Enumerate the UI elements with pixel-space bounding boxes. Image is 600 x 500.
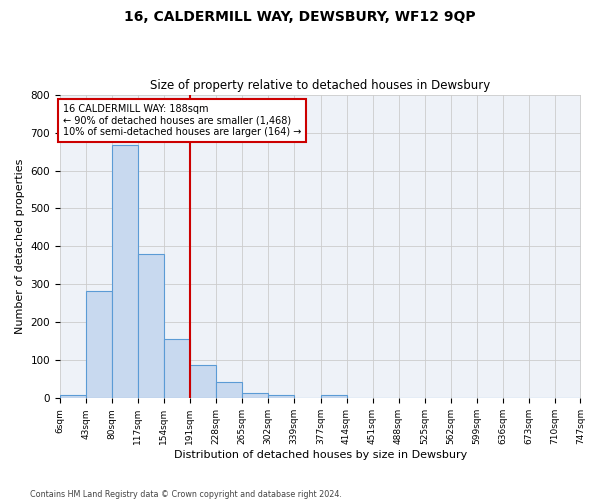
Bar xyxy=(242,394,268,398)
Bar xyxy=(320,394,347,398)
Bar xyxy=(216,382,242,398)
Text: Contains HM Land Registry data © Crown copyright and database right 2024.: Contains HM Land Registry data © Crown c… xyxy=(30,490,342,499)
Bar xyxy=(60,396,86,398)
X-axis label: Distribution of detached houses by size in Dewsbury: Distribution of detached houses by size … xyxy=(173,450,467,460)
Bar xyxy=(138,254,164,398)
Bar xyxy=(112,144,138,398)
Bar xyxy=(190,365,216,398)
Y-axis label: Number of detached properties: Number of detached properties xyxy=(15,159,25,334)
Text: 16, CALDERMILL WAY, DEWSBURY, WF12 9QP: 16, CALDERMILL WAY, DEWSBURY, WF12 9QP xyxy=(124,10,476,24)
Bar xyxy=(268,394,294,398)
Bar xyxy=(164,340,190,398)
Text: 16 CALDERMILL WAY: 188sqm
← 90% of detached houses are smaller (1,468)
10% of se: 16 CALDERMILL WAY: 188sqm ← 90% of detac… xyxy=(63,104,301,137)
Bar xyxy=(86,291,112,399)
Title: Size of property relative to detached houses in Dewsbury: Size of property relative to detached ho… xyxy=(150,79,490,92)
